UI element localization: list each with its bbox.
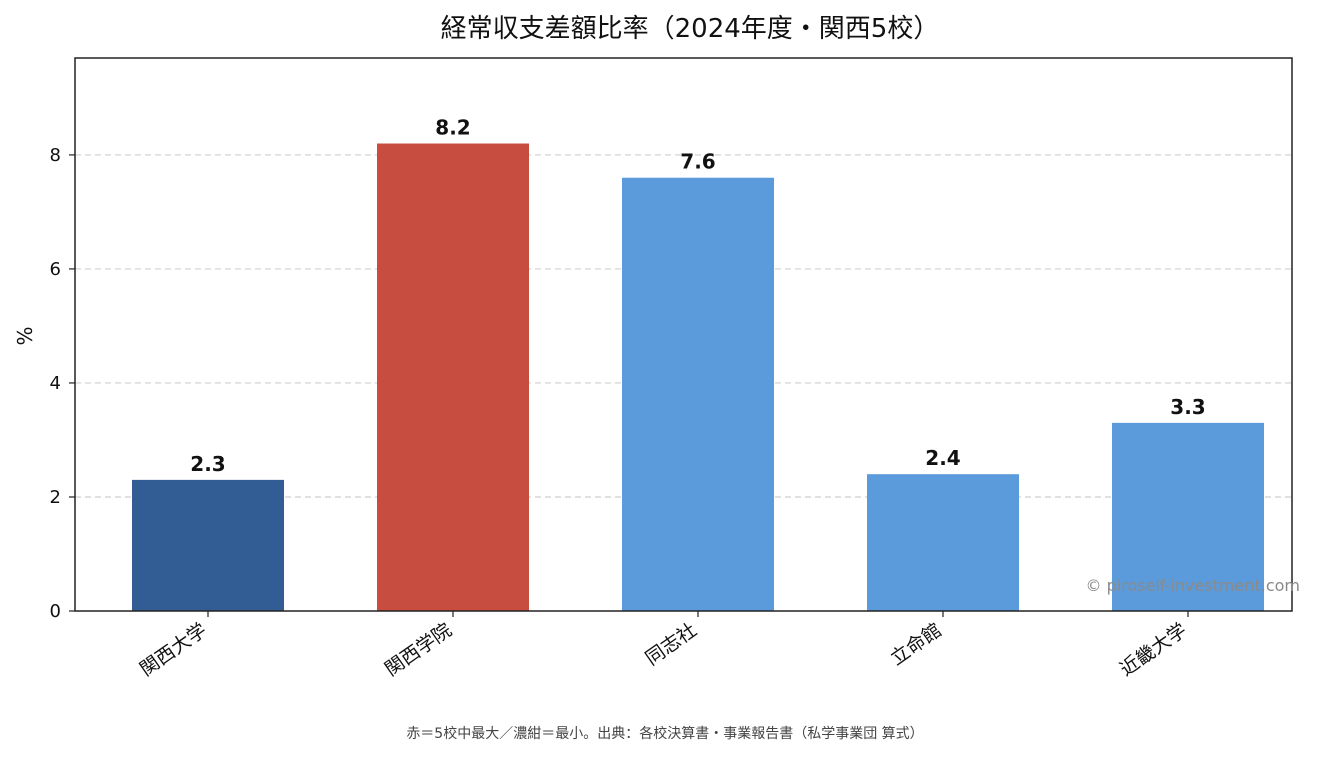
y-tick-label: 4: [50, 373, 61, 394]
bar: [867, 474, 1019, 611]
data-label: 7.6: [680, 150, 715, 174]
chart-title: 経常収支差額比率（2024年度・関西5校）: [441, 14, 940, 44]
x-tick-label: 同志社: [642, 619, 701, 670]
data-labels: 2.3 8.2 7.6 2.4 3.3: [190, 116, 1205, 476]
bar: [622, 177, 774, 611]
y-axis-ticks: 0 2 4 6 8: [50, 145, 75, 622]
watermark: © piroself-investment.com: [1086, 576, 1300, 595]
x-tick-label: 関西学院: [381, 619, 456, 681]
y-axis-label: %: [13, 326, 37, 345]
data-label: 8.2: [435, 116, 470, 140]
data-label: 3.3: [1170, 395, 1205, 419]
y-tick-label: 2: [50, 487, 61, 508]
x-tick-label: 近畿大学: [1116, 619, 1191, 681]
y-tick-label: 6: [50, 259, 61, 280]
bar: [1112, 422, 1264, 611]
plot-frame: [74, 57, 1293, 612]
x-tick-label: 立命館: [887, 619, 946, 670]
y-tick-label: 8: [50, 145, 61, 166]
x-tick-label: 関西大学: [136, 619, 211, 681]
data-label: 2.3: [190, 452, 225, 476]
y-tick-label: 0: [50, 601, 61, 622]
bars: [132, 143, 1264, 612]
x-axis-ticks: 関西大学 関西学院 同志社 立命館 近畿大学: [136, 611, 1191, 681]
bar: [377, 143, 529, 612]
data-label: 2.4: [925, 446, 960, 470]
bar: [132, 479, 284, 611]
footnote: 赤＝5校中最大／濃紺＝最小。出典：各校決算書・事業報告書（私学事業団 算式）: [406, 725, 923, 742]
